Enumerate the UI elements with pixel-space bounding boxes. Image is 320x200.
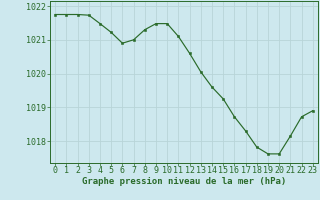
X-axis label: Graphe pression niveau de la mer (hPa): Graphe pression niveau de la mer (hPa) <box>82 177 286 186</box>
